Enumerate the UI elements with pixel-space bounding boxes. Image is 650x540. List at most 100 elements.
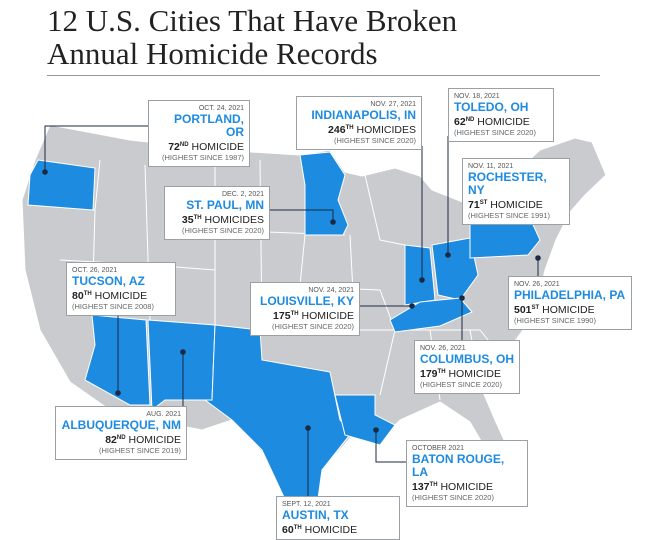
- count-suffix: ND: [116, 435, 126, 441]
- homicide-count: 62ND HOMICIDE: [454, 114, 548, 128]
- homicide-count: 246TH HOMICIDES: [302, 122, 416, 136]
- note: (HIGHEST SINCE 1991): [468, 211, 550, 220]
- date: SEPT. 12, 2021: [282, 501, 331, 508]
- homicide-count: 60TH HOMICIDE: [282, 522, 394, 536]
- homicide-count: 80TH HOMICIDE: [72, 288, 170, 302]
- state-kentucky: [389, 297, 473, 333]
- city-name: LOUISVILLE, KY: [259, 294, 354, 308]
- homicide-count: 71ST HOMICIDE: [468, 197, 564, 211]
- count-suffix: ND: [179, 142, 189, 148]
- date: OCT. 26, 2021: [72, 267, 118, 274]
- callout-box: OCTOBER 2021 BATON ROUGE, LA 137TH HOMICID…: [406, 440, 528, 507]
- callout-box: OCT. 24, 2021 PORTLAND, OR 72ND HOMICIDE (H…: [148, 100, 250, 167]
- count-suffix: ND: [465, 117, 475, 123]
- callout-box: NOV. 24, 2021 LOUISVILLE, KY 175TH HOMICID…: [250, 282, 360, 336]
- callout-box: DEC. 2, 2021 ST. PAUL, MN 35TH HOMICIDES (H…: [164, 186, 270, 240]
- count-number: 35: [181, 214, 194, 226]
- count-unit: HOMICIDE: [94, 290, 148, 302]
- city-dot: [535, 255, 541, 261]
- city-name: ROCHESTER, NY: [468, 170, 547, 197]
- count-unit: HOMICIDE: [477, 116, 530, 128]
- state-indiana: [404, 244, 436, 306]
- homicide-count: 179TH HOMICIDE: [420, 366, 514, 380]
- city-name: ALBUQUERQUE, NM: [61, 418, 181, 432]
- date: NOV. 24, 2021: [308, 287, 354, 294]
- title: 12 U.S. Cities That Have Broken Annual H…: [47, 4, 457, 70]
- note: (HIGHEST SINCE 2020): [272, 322, 354, 331]
- city-dot: [419, 277, 425, 283]
- count-suffix: TH: [290, 311, 299, 317]
- count-number: 501: [514, 304, 532, 316]
- city-name: INDIANAPOLIS, IN: [311, 108, 416, 122]
- divider: [47, 75, 600, 76]
- note: (HIGHEST SINCE 2020): [420, 380, 502, 389]
- count-suffix: ST: [479, 200, 488, 206]
- homicide-count: 82ND HOMICIDE: [61, 432, 181, 446]
- leader-line: [270, 209, 334, 222]
- count-number: 62: [454, 116, 466, 128]
- state-texas: [203, 324, 353, 521]
- count-suffix: TH: [293, 525, 302, 531]
- city-dot: [373, 427, 379, 433]
- date: OCTOBER 2021: [412, 445, 465, 452]
- callout-box: NOV. 18, 2021 TOLEDO, OH 62ND HOMICIDE (HIG…: [448, 88, 554, 142]
- count-suffix: TH: [83, 291, 92, 297]
- callout-box: OCT. 26, 2021 TUCSON, AZ 80TH HOMICIDE (HIG…: [66, 262, 176, 316]
- count-unit: HOMICIDE: [128, 434, 182, 446]
- date: NOV. 18, 2021: [454, 93, 500, 100]
- callout-box: NOV. 26, 2021 COLUMBUS, OH 179TH HOMICIDE(…: [414, 340, 520, 394]
- city-dot: [115, 390, 121, 396]
- count-unit: HOMICIDE: [191, 141, 245, 153]
- note: (HIGHEST SINCE 2008): [72, 302, 154, 311]
- city-name: COLUMBUS, OH: [420, 352, 514, 366]
- callout-box: AUG. 2021 ALBUQUERQUE, NM 82ND HOMICIDE (HI…: [55, 406, 187, 460]
- city-name: ST. PAUL, MN: [186, 198, 264, 212]
- note: (HIGHEST SINCE 2019): [99, 446, 181, 455]
- title-line: 12 U.S. Cities That Have Broken: [47, 3, 458, 38]
- count-suffix: TH: [437, 369, 446, 375]
- count-unit: HOMICIDE: [448, 368, 501, 380]
- homicide-count: 175TH HOMICIDE: [256, 308, 354, 322]
- city-dot: [330, 219, 336, 225]
- count-number: 60: [282, 524, 294, 536]
- state-new-mexico: [147, 319, 216, 411]
- callout-box: NOV. 11, 2021 ROCHESTER, NY 71ST HOMICIDE(…: [462, 158, 570, 225]
- homicide-count: 137TH HOMICIDE: [412, 479, 522, 493]
- homicide-count: 72ND HOMICIDE: [154, 139, 244, 153]
- count-number: 137: [412, 481, 430, 493]
- count-unit: HOMICIDE: [304, 524, 358, 536]
- count-number: 246: [328, 124, 346, 136]
- city-dot: [180, 349, 186, 355]
- count-unit: HOMICIDE: [490, 199, 543, 211]
- count-suffix: TH: [193, 215, 202, 221]
- leader-line: [44, 125, 148, 172]
- count-unit: HOMICIDES: [204, 214, 264, 226]
- count-number: 72: [168, 141, 180, 153]
- leader-line: [375, 430, 406, 463]
- state-louisiana: [334, 394, 396, 446]
- count-suffix: TH: [345, 125, 354, 131]
- homicide-count: 35TH HOMICIDES: [170, 212, 264, 226]
- date: AUG. 2021: [146, 411, 181, 418]
- city-dot: [305, 425, 311, 431]
- date: NOV. 27, 2021: [370, 101, 416, 108]
- callout-box: NOV. 26, 2021 PHILADELPHIA, PA 501ST HOMIC…: [508, 276, 632, 330]
- callout-box: NOV. 27, 2021 INDIANAPOLIS, IN 246TH HOMIC…: [296, 96, 422, 150]
- count-unit: HOMICIDE: [440, 481, 493, 493]
- note: (HIGHEST SINCE 2020): [334, 136, 416, 145]
- city-dot: [445, 252, 451, 258]
- count-suffix: TH: [429, 482, 438, 488]
- note: (HIGHEST SINCE 1990): [514, 316, 596, 325]
- count-unit: HOMICIDE: [542, 304, 595, 316]
- date: DEC. 2, 2021: [221, 191, 264, 198]
- date: NOV. 26, 2021: [514, 281, 560, 288]
- title-line: Annual Homicide Records: [47, 36, 378, 71]
- count-number: 80: [72, 290, 84, 302]
- city-dot: [409, 303, 415, 309]
- city-name: TOLEDO, OH: [454, 100, 529, 114]
- city-name: PHILADELPHIA, PA: [514, 288, 626, 302]
- date: OCT. 24, 2021: [198, 105, 244, 112]
- count-suffix: ST: [531, 305, 540, 311]
- state-oregon: [27, 159, 96, 211]
